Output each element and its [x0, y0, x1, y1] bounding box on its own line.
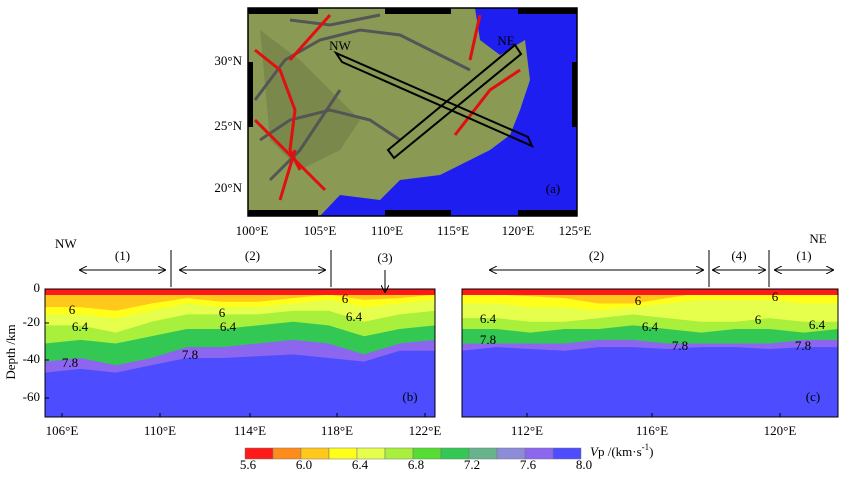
x-tick-label: 110°E [371, 223, 403, 238]
y-tick-label: 30°N [214, 53, 242, 68]
contour-label: 6.4 [809, 317, 826, 332]
contour-label: 7.8 [672, 338, 688, 353]
colorbar-tick-label: 7.6 [520, 457, 537, 472]
plot-frame [461, 288, 839, 418]
x-tick-label: 112°E [511, 423, 543, 438]
x-tick-label: 120°E [502, 223, 535, 238]
x-tick-label: 120°E [764, 423, 797, 438]
section-panel [44, 250, 436, 418]
profile-end-label: NE [497, 33, 514, 48]
x-tick-label: 125°E [559, 223, 592, 238]
contour-label: 7.8 [795, 338, 811, 353]
y-tick-label: -40 [23, 351, 40, 366]
x-tick-label: 106°E [46, 423, 79, 438]
colorbar-tick-label: 6.8 [408, 457, 424, 472]
colorbar-swatch [552, 447, 582, 460]
x-tick-label: 110°E [144, 423, 176, 438]
contour-label: 6 [755, 312, 762, 327]
contour-label: 6 [69, 302, 76, 317]
map-panel [247, 7, 578, 217]
contour-label: 6 [219, 305, 226, 320]
y-tick-label: 0 [34, 280, 41, 295]
profile-end-label: NW [329, 38, 351, 53]
contour-label: 6 [342, 291, 349, 306]
x-tick-label: 116°E [636, 423, 668, 438]
colorbar-tick-label: 7.2 [464, 457, 480, 472]
panel-label: (b) [402, 389, 417, 404]
plot-frame [44, 288, 436, 418]
segment-label: (3) [377, 250, 392, 265]
segment-label: (1) [796, 248, 811, 263]
x-tick-label: 100°E [236, 223, 269, 238]
panel-label: (c) [806, 389, 820, 404]
colorbar-label: Vp /(km·s-1) [590, 442, 654, 459]
colorbar-label-part: ) [649, 444, 653, 459]
colorbar-tick-label: 5.6 [240, 457, 257, 472]
contour-label: 7.8 [182, 347, 198, 362]
segment-label: (1) [115, 248, 130, 263]
contour-label: 7.8 [62, 355, 78, 370]
colorbar-tick-label: 8.0 [576, 457, 592, 472]
contour-label: 6 [635, 293, 642, 308]
x-tick-label: 115°E [437, 223, 469, 238]
x-tick-label: 114°E [234, 423, 266, 438]
x-tick-label: 105°E [304, 223, 337, 238]
y-tick-label: -60 [23, 389, 40, 404]
contour-label: 6.4 [72, 319, 89, 334]
y-tick-label: 20°N [214, 180, 242, 195]
contour-label: 6.4 [346, 309, 363, 324]
panel-label: (a) [546, 181, 560, 196]
segment-label: (2) [245, 248, 260, 263]
contour-label: 6.4 [480, 311, 497, 326]
segment-label: (2) [589, 248, 604, 263]
section-panel [461, 250, 839, 418]
contour-label: 6.4 [642, 319, 659, 334]
x-tick-label: 118°E [321, 423, 353, 438]
profile-end-label: NE [809, 231, 826, 246]
colorbar-tick-label: 6.0 [296, 457, 312, 472]
y-axis-label: Depth /km [3, 324, 18, 379]
colorbar-label-part: p /(km·s [598, 444, 642, 459]
velocity-band [45, 289, 435, 295]
colorbar-label-part: -1 [642, 442, 650, 452]
contour-label: 6 [772, 289, 779, 304]
colorbar-label-part: V [590, 444, 600, 459]
colorbar-tick-label: 6.4 [352, 457, 369, 472]
x-tick-label: 122°E [409, 423, 442, 438]
y-tick-label: -20 [23, 314, 40, 329]
profile-end-label: NW [55, 236, 77, 251]
contour-label: 7.8 [480, 332, 496, 347]
y-tick-label: 25°N [214, 118, 242, 133]
velocity-band [462, 289, 838, 295]
segment-label: (4) [731, 248, 746, 263]
contour-label: 6.4 [220, 319, 237, 334]
